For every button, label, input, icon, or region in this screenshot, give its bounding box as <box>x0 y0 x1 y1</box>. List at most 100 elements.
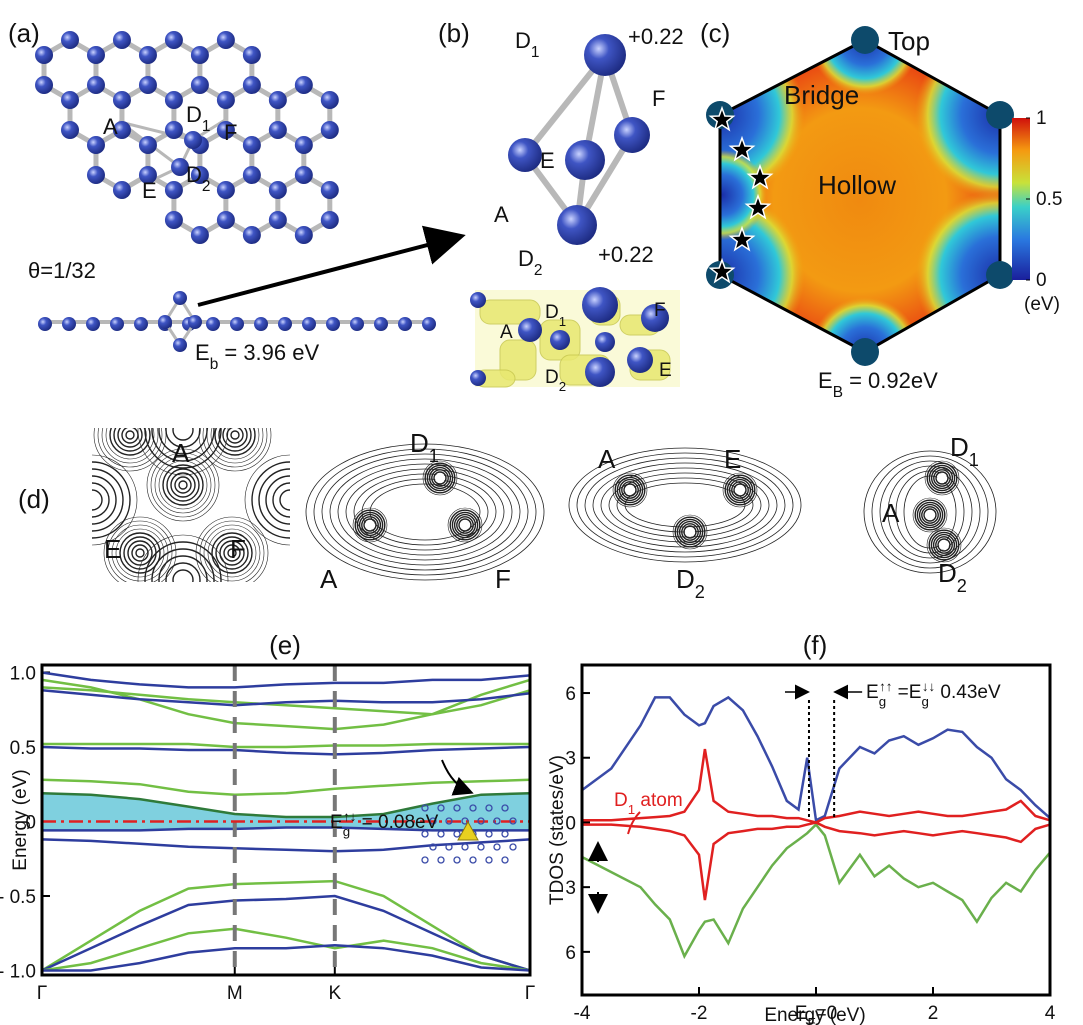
atom <box>422 317 436 331</box>
text-part: D <box>186 102 202 127</box>
charge: +0.22 <box>598 242 654 267</box>
text-part: 0.43eV <box>935 682 1001 703</box>
contour <box>124 537 156 569</box>
contour <box>203 403 267 467</box>
atom-label: F <box>224 120 237 145</box>
y-tick-label: - 1.0 <box>0 962 36 983</box>
atom-core <box>735 485 745 495</box>
panel-c: 10.50 <box>635 0 1083 407</box>
atom <box>191 46 209 64</box>
chart-e: 1.00.50- 0.5- 1.0ΓMKΓ <box>0 663 535 1004</box>
contour <box>314 449 536 575</box>
inset-atom <box>486 857 492 863</box>
atom-core <box>925 510 935 520</box>
line <box>42 839 530 851</box>
atom <box>139 46 157 64</box>
atom <box>243 166 261 184</box>
y-axis-label: TDOS (states/eV) <box>547 755 568 905</box>
atom <box>191 76 209 94</box>
text-part: E <box>330 812 343 833</box>
atom <box>302 317 316 331</box>
atom <box>134 317 148 331</box>
contour <box>110 415 150 455</box>
x-tick-label: 2 <box>928 1003 939 1024</box>
text-part: E <box>866 682 879 703</box>
atom <box>165 91 183 109</box>
atom <box>139 136 157 154</box>
map-label: A <box>320 564 338 594</box>
inset-atom <box>438 857 444 863</box>
atom <box>62 317 76 331</box>
contour <box>94 399 166 471</box>
contour <box>122 427 138 443</box>
x-tick-label: -4 <box>574 1003 591 1024</box>
inset-atom <box>478 844 484 850</box>
text-part: D <box>186 162 202 187</box>
atom <box>326 317 340 331</box>
map-label: E <box>724 444 741 474</box>
colorbar-unit: (eV) <box>1024 294 1060 315</box>
inset-atom <box>502 831 508 837</box>
atom-label: D2 <box>186 162 210 195</box>
contour <box>163 465 203 505</box>
text-part: ↓↓ <box>922 679 935 694</box>
atom <box>173 338 187 352</box>
atom-label: D2 <box>518 246 542 279</box>
text-part: 1 <box>969 450 979 470</box>
atom-core <box>939 540 949 550</box>
text-part: ↑↓ <box>343 809 356 824</box>
panel-a <box>35 31 458 352</box>
contour <box>211 411 259 459</box>
colorbar-tick-label: 0 <box>1036 270 1047 291</box>
y-tick-label: 6 <box>565 684 576 705</box>
contour <box>126 431 134 439</box>
inset-atom <box>438 831 444 837</box>
text-part: E <box>909 682 922 703</box>
contour <box>132 545 148 561</box>
atom <box>508 138 542 172</box>
line <box>42 896 530 971</box>
atom <box>374 317 388 331</box>
contour <box>173 570 193 590</box>
site-label: Top <box>888 26 930 56</box>
atom <box>243 46 261 64</box>
text-part: b <box>210 356 219 373</box>
text-part: Γ <box>525 983 535 1004</box>
atom <box>206 317 220 331</box>
map-label: D2 <box>676 564 705 602</box>
atom <box>139 76 157 94</box>
text-part: D <box>410 428 429 458</box>
atom <box>518 318 542 342</box>
line <box>42 780 530 795</box>
inset-atom <box>470 857 476 863</box>
atom <box>61 121 79 139</box>
contour <box>106 411 154 459</box>
atom <box>278 317 292 331</box>
text-part: D <box>515 28 531 53</box>
atom <box>295 226 313 244</box>
colorbar-tick-label: 0.5 <box>1036 189 1062 210</box>
atom <box>217 31 235 49</box>
atom <box>184 131 202 149</box>
contour <box>273 483 307 517</box>
atom <box>165 211 183 229</box>
text-part: D <box>545 367 559 388</box>
atom <box>350 317 364 331</box>
inset-atom <box>486 831 492 837</box>
contour <box>259 469 321 531</box>
x-axis-label: Energy (eV) <box>764 1005 865 1025</box>
line <box>42 881 530 970</box>
atom-label: D1 <box>515 28 539 61</box>
atom-core <box>365 520 375 530</box>
atom-label: F <box>652 86 665 111</box>
site-label: Hollow <box>818 170 896 200</box>
atom <box>295 76 313 94</box>
atom <box>217 91 235 109</box>
text-part: = 3.96 eV <box>218 340 319 365</box>
atom <box>269 211 287 229</box>
atom <box>87 76 105 94</box>
atom <box>35 46 53 64</box>
contour <box>166 563 200 597</box>
text-part: Γ <box>37 983 47 1004</box>
text-part: 1 <box>559 314 566 329</box>
